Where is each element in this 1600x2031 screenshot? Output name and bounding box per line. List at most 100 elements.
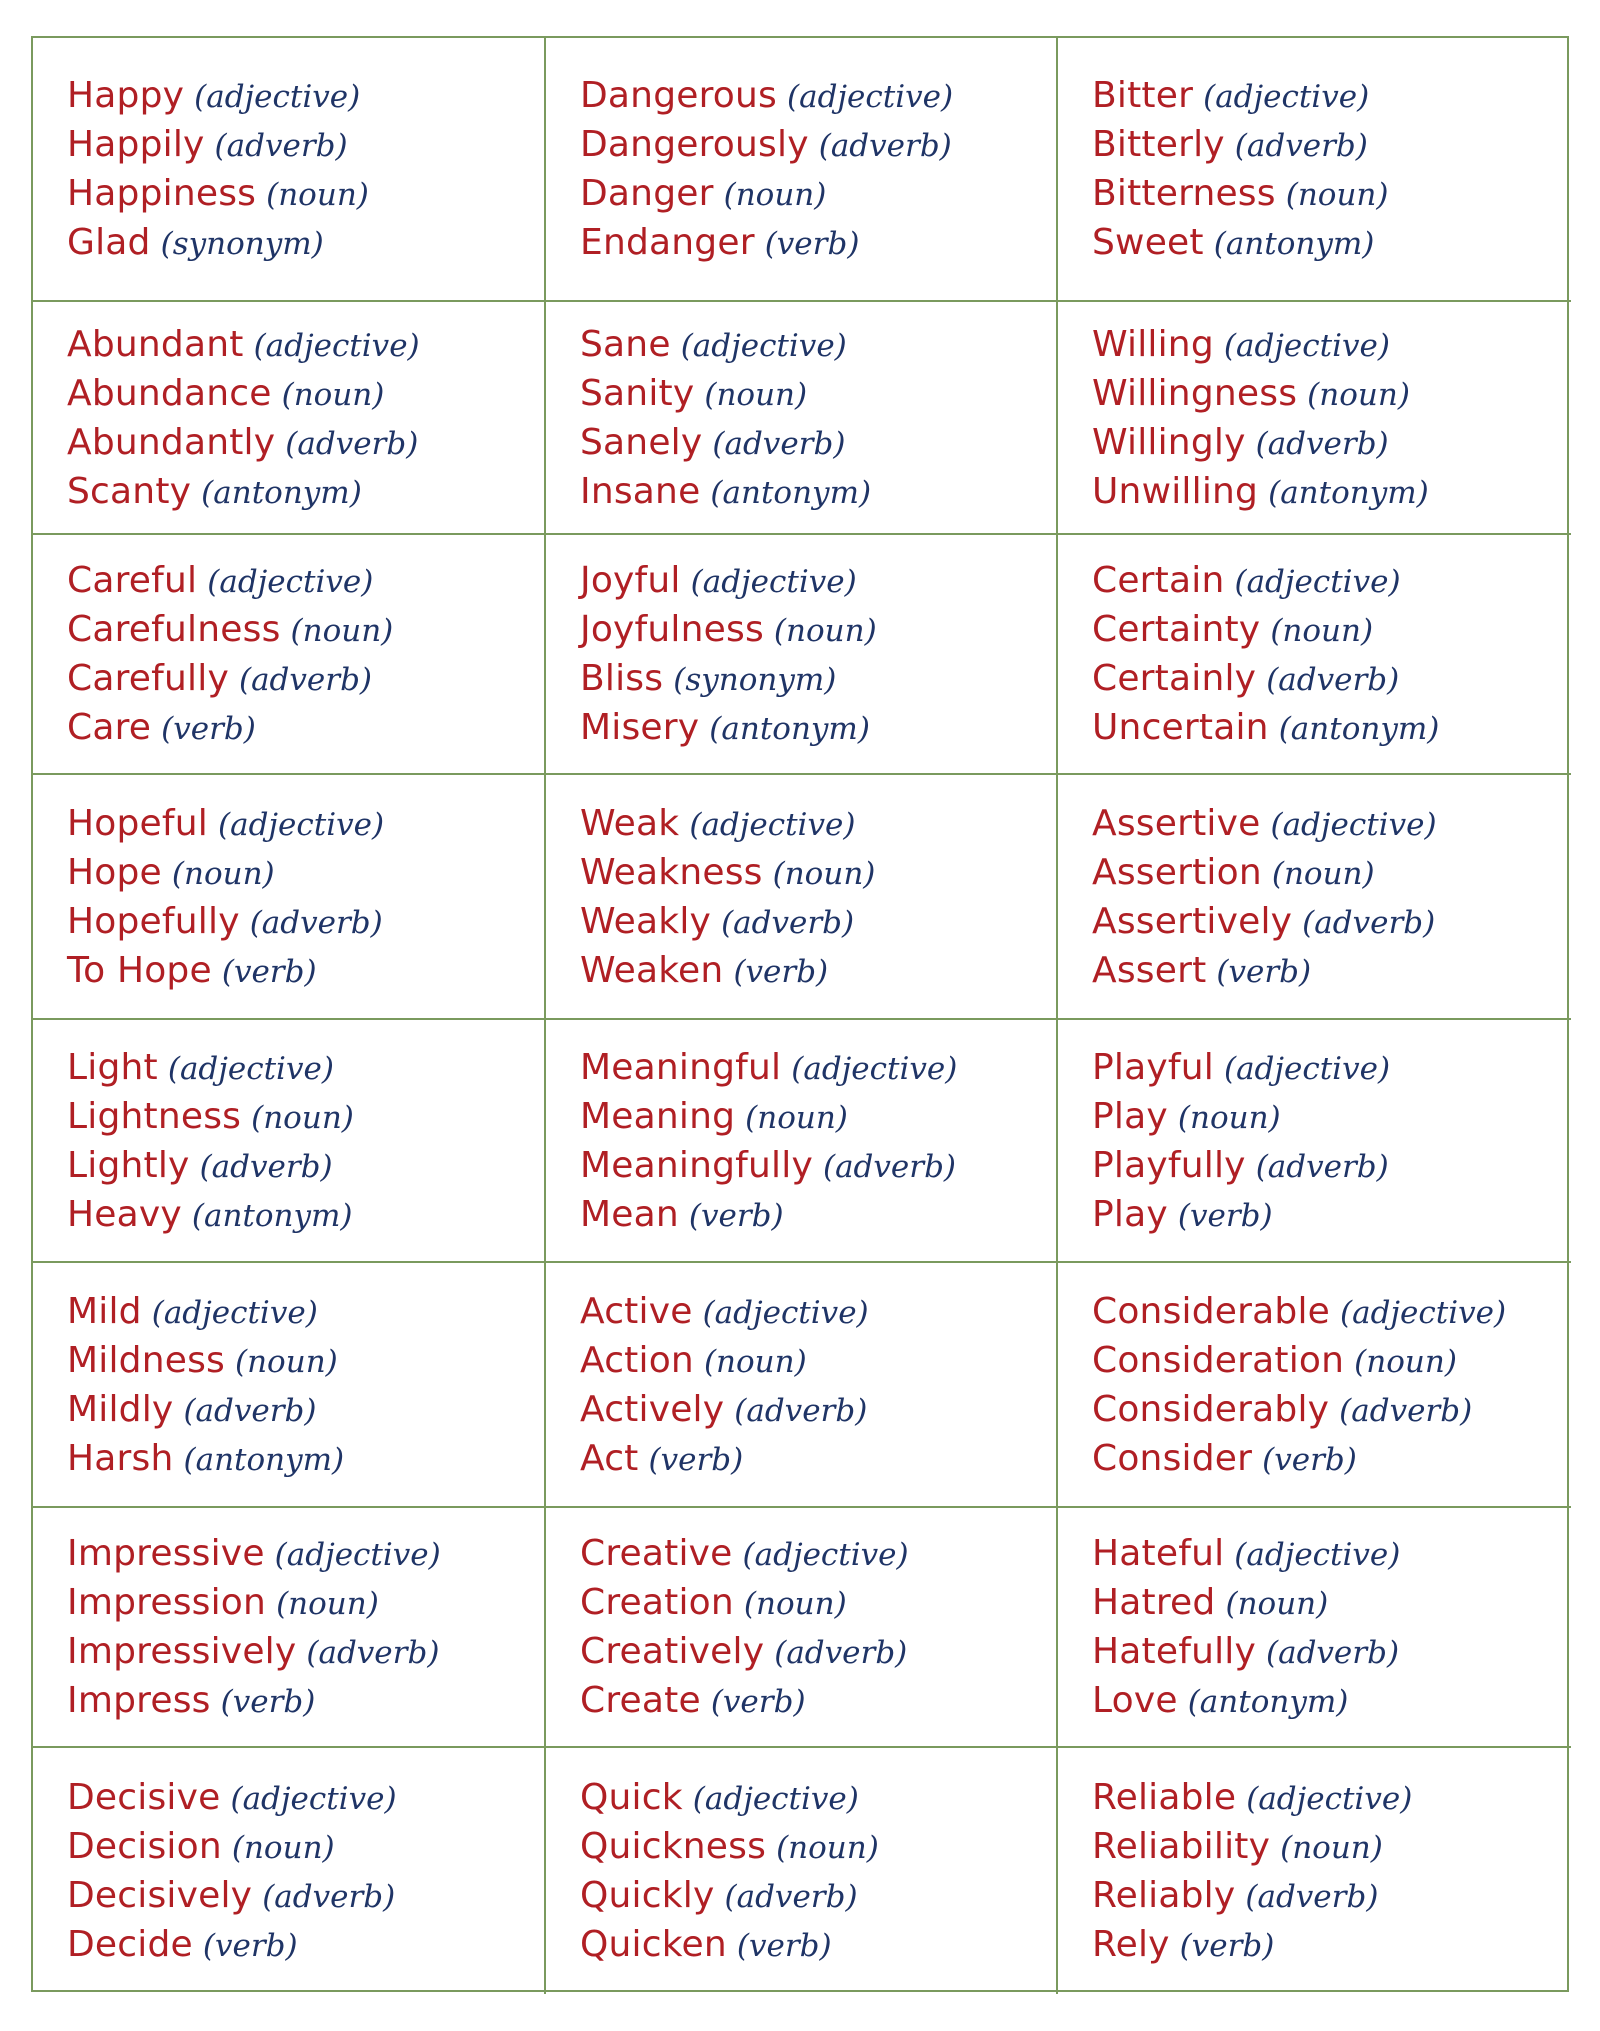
word-form: Hopeful — [67, 802, 208, 844]
part-of-speech-label: (antonym) — [1213, 226, 1375, 262]
word-form: Quicken — [580, 1924, 727, 1965]
word-cell: Decisive (adjective) Decision (noun) Decisiv… — [33, 1748, 546, 1994]
word-cell: Abundant (adjective) Abundance (noun) Abunda… — [33, 302, 546, 535]
word-form: Mild — [67, 1290, 142, 1332]
word-line: Abundantly (adverb) — [67, 418, 544, 467]
word-line: Actively (adverb) — [580, 1385, 1056, 1434]
word-form: Rely — [1092, 1924, 1170, 1965]
word-line: Quickness (noun) — [580, 1822, 1056, 1871]
part-of-speech-label: (noun) — [772, 855, 876, 892]
word-cell: Impressive (adjective) Impression (noun) Imp… — [33, 1508, 546, 1748]
word-line: Creation (noun) — [580, 1578, 1056, 1627]
word-line: Hope (noun) — [67, 848, 544, 897]
word-line: Play (verb) — [1092, 1190, 1571, 1239]
part-of-speech-label: (adverb) — [1255, 425, 1389, 462]
word-line: Sane (adjective) — [580, 320, 1056, 369]
word-line: Bitterness (noun) — [1092, 169, 1571, 218]
word-cell: Willing (adjective) Willingness (noun) Willi… — [1058, 302, 1571, 535]
word-line: Act (verb) — [580, 1434, 1056, 1483]
word-form: Lightness — [67, 1095, 242, 1137]
word-line: Play (noun) — [1092, 1092, 1571, 1141]
part-of-speech-label: (antonym) — [710, 474, 872, 511]
word-line: Decisively (adverb) — [67, 1871, 544, 1920]
word-form: Sane — [580, 323, 671, 365]
word-cell: Bitter (adjective) Bitterly (adverb) Bittern… — [1058, 38, 1571, 302]
word-form: Play — [1092, 1193, 1168, 1235]
word-line: Certainly (adverb) — [1092, 654, 1571, 703]
part-of-speech-label: (noun) — [1270, 613, 1374, 649]
word-form: Abundantly — [67, 421, 276, 463]
word-form: Meaning — [580, 1095, 736, 1137]
word-line: Carefulness (noun) — [67, 605, 544, 654]
word-line: Insane (antonym) — [580, 467, 1056, 516]
part-of-speech-label: (noun) — [251, 1099, 354, 1136]
part-of-speech-label: (synonym) — [160, 226, 324, 262]
part-of-speech-label: (noun) — [1280, 1830, 1383, 1866]
part-of-speech-label: (noun) — [723, 177, 827, 213]
word-line: Certain (adjective) — [1092, 556, 1571, 605]
word-line: Uncertain (antonym) — [1092, 703, 1571, 752]
word-line: Misery (antonym) — [580, 703, 1056, 752]
part-of-speech-label: (noun) — [776, 1830, 879, 1866]
word-line: Reliability (noun) — [1092, 1822, 1571, 1871]
part-of-speech-label: (noun) — [1225, 1586, 1329, 1622]
word-line: Dangerous (adjective) — [580, 71, 1056, 120]
word-form: Assertive — [1092, 802, 1261, 844]
word-form: Joyfulness — [580, 609, 764, 650]
part-of-speech-label: (adjective) — [1234, 1537, 1401, 1573]
word-form: Willingness — [1092, 372, 1298, 414]
word-form: Care — [67, 707, 152, 748]
word-line: Considerably (adverb) — [1092, 1385, 1571, 1434]
part-of-speech-label: (adjective) — [1203, 79, 1370, 115]
word-line: Hopefully (adverb) — [67, 897, 544, 946]
part-of-speech-label: (adverb) — [721, 904, 855, 941]
word-line: Bliss (synonym) — [580, 654, 1056, 703]
word-cell: Certain (adjective) Certainty (noun) Certain… — [1058, 535, 1571, 775]
word-form: Quickly — [580, 1875, 715, 1916]
word-form: Weakness — [580, 851, 763, 893]
part-of-speech-label: (adverb) — [262, 1879, 396, 1915]
word-line: Sanity (noun) — [580, 369, 1056, 418]
word-form: Act — [580, 1437, 639, 1479]
part-of-speech-label: (adjective) — [680, 327, 847, 364]
part-of-speech-label: (verb) — [1179, 1928, 1275, 1964]
word-form: Meaningful — [580, 1046, 782, 1088]
word-line: Carefully (adverb) — [67, 654, 544, 703]
part-of-speech-label: (adverb) — [734, 1392, 868, 1429]
word-line: Active (adjective) — [580, 1287, 1056, 1336]
word-form: Sanity — [580, 372, 695, 414]
word-line: Mildness (noun) — [67, 1336, 544, 1385]
part-of-speech-label: (adverb) — [1245, 1879, 1379, 1915]
part-of-speech-label: (adverb) — [1255, 1148, 1389, 1185]
word-form: Bitterly — [1092, 124, 1225, 165]
part-of-speech-label: (adjective) — [207, 564, 374, 600]
word-form: Quickness — [580, 1826, 767, 1867]
word-line: Creative (adjective) — [580, 1529, 1056, 1578]
part-of-speech-label: (noun) — [1271, 855, 1375, 892]
word-line: Abundance (noun) — [67, 369, 544, 418]
word-line: Happy (adjective) — [67, 71, 544, 120]
part-of-speech-label: (adverb) — [214, 128, 348, 164]
part-of-speech-label: (antonym) — [1278, 711, 1440, 747]
word-line: Action (noun) — [580, 1336, 1056, 1385]
word-line: Joyful (adjective) — [580, 556, 1056, 605]
word-line: Sweet (antonym) — [1092, 218, 1571, 267]
word-line: Sanely (adverb) — [580, 418, 1056, 467]
word-form: Joyful — [580, 560, 681, 601]
part-of-speech-label: (adjective) — [1234, 564, 1401, 600]
word-form: Mean — [580, 1193, 679, 1235]
word-line: Dangerously (adverb) — [580, 120, 1056, 169]
part-of-speech-label: (noun) — [281, 376, 385, 413]
word-line: Weak (adjective) — [580, 799, 1056, 848]
part-of-speech-label: (noun) — [1354, 1343, 1457, 1380]
word-form: Sweet — [1092, 222, 1204, 263]
part-of-speech-label: (adjective) — [690, 564, 857, 600]
word-line: Impression (noun) — [67, 1578, 544, 1627]
part-of-speech-label: (adjective) — [791, 1050, 958, 1087]
part-of-speech-label: (adjective) — [194, 79, 361, 115]
word-line: Mean (verb) — [580, 1190, 1056, 1239]
part-of-speech-label: (adjective) — [742, 1537, 909, 1573]
word-form: Harsh — [67, 1437, 174, 1479]
part-of-speech-label: (verb) — [710, 1684, 806, 1720]
word-line: Hatefully (adverb) — [1092, 1627, 1571, 1676]
